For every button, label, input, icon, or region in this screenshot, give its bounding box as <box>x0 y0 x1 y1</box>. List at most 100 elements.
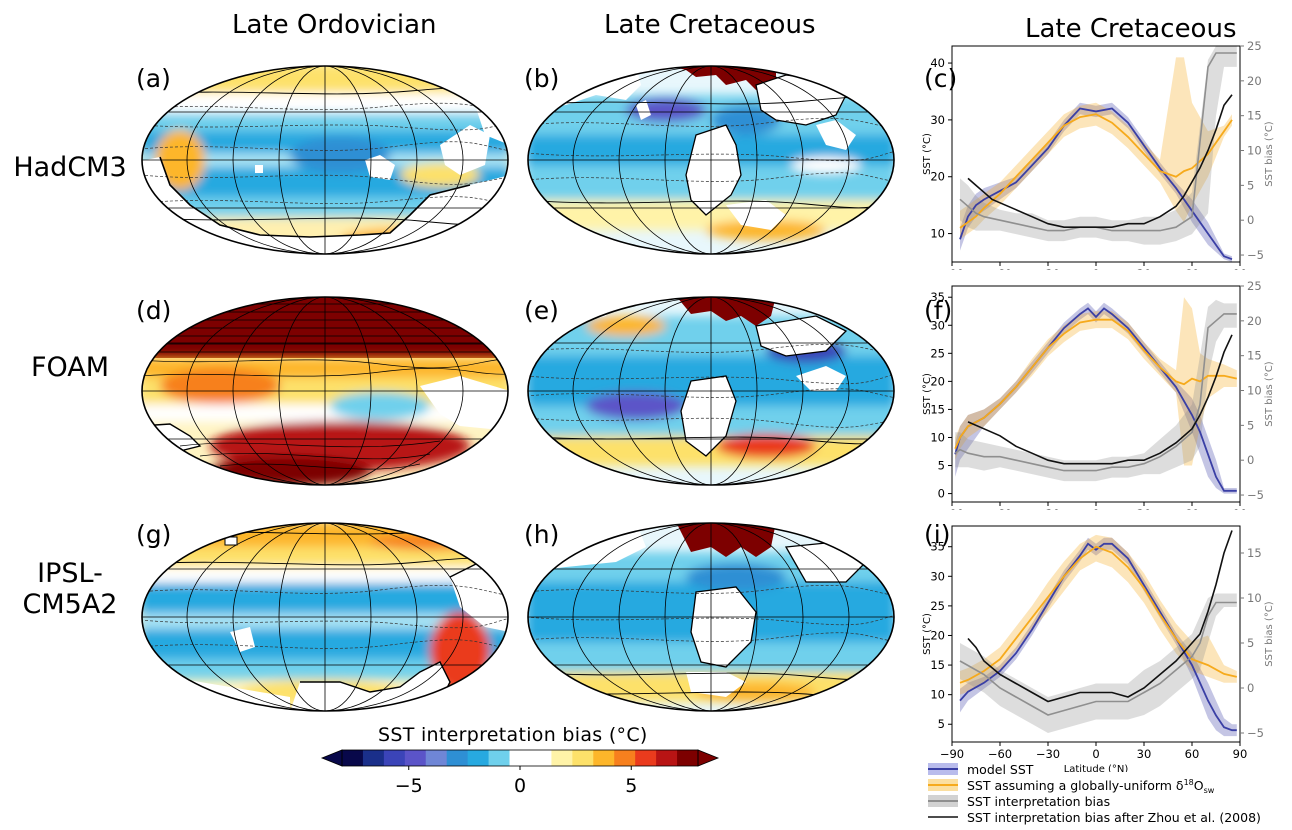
series-line <box>959 545 1238 684</box>
series-line <box>967 94 1233 228</box>
colorbar-segment <box>425 750 448 766</box>
y-tick-label: 30 <box>930 318 945 332</box>
panel-label-e: (e) <box>524 296 559 325</box>
chart-panel-f: −90 −60 −30 0 30 60 90 0 5 10 15 20 25 30 35 −5 0 5 10 15 20… <box>922 280 1275 510</box>
y2-tick-label: 5 <box>1247 418 1254 432</box>
panel-label-g: (g) <box>136 520 172 549</box>
series-line <box>967 334 1233 465</box>
x-tick-label: −90 <box>940 507 964 510</box>
y-tick-label: 20 <box>930 628 945 642</box>
x-tick-label: 60 <box>1185 507 1200 510</box>
y-tick-label: 15 <box>930 402 945 416</box>
y-tick-label: 0 <box>938 487 945 501</box>
colorbar-extend-low <box>320 749 343 767</box>
colorbar-segment <box>362 750 385 766</box>
y-tick-label: 25 <box>930 346 945 360</box>
y-tick-label: 5 <box>938 459 945 473</box>
series-band <box>960 537 1237 737</box>
y2-axis-label: SST bias (°C) <box>1264 361 1275 427</box>
x-tick-label: −30 <box>1036 267 1060 270</box>
series-band <box>960 57 1232 240</box>
y2-tick-label: 0 <box>1247 213 1254 227</box>
y-tick-label: 10 <box>930 227 945 241</box>
x-tick-label: 90 <box>1233 267 1248 270</box>
colorbar-segment <box>593 750 615 766</box>
x-tick-label: −60 <box>988 747 1012 761</box>
legend-label: model SST <box>967 762 1034 777</box>
colorbar-label: SST interpretation bias (°C) <box>378 724 648 746</box>
row-label-line: FOAM <box>30 352 110 383</box>
colorbar-segment <box>509 750 532 766</box>
x-tick-label: −30 <box>1036 507 1060 510</box>
legend-label-sup: 18 <box>1184 778 1194 787</box>
x-tick-label: 0 <box>1092 507 1099 510</box>
series-band <box>955 297 1237 466</box>
series-band <box>955 302 1237 494</box>
map-panel-g <box>141 522 509 712</box>
colorbar-segment <box>342 750 364 766</box>
series-line <box>959 601 1237 716</box>
y-tick-label: 35 <box>930 540 945 554</box>
map-panel-b <box>527 65 895 255</box>
colorbar-segment <box>635 750 657 766</box>
colorbar-segment <box>446 750 469 766</box>
y2-tick-label: 15 <box>1247 349 1262 363</box>
series-line <box>959 52 1237 232</box>
y2-tick-label: −5 <box>1247 488 1264 502</box>
y2-tick-label: 10 <box>1247 144 1262 158</box>
colorbar-segment <box>656 750 678 766</box>
x-axis-label: Latitude (°N) <box>1064 764 1129 772</box>
colorbar-tick-label: 5 <box>625 775 637 797</box>
x-tick-label: −30 <box>1036 747 1060 761</box>
legend-label-main: SST assuming a globally-uniform δ <box>967 778 1184 793</box>
y-tick-label: 20 <box>930 170 945 184</box>
y2-axis-label: SST bias (°C) <box>1264 601 1275 667</box>
y-tick-label: 40 <box>930 56 945 70</box>
panel-label-h: (h) <box>524 520 560 549</box>
legend-item-uniform-d18o: SST assuming a globally-uniform δ18Osw <box>928 778 1215 795</box>
row-label-line: CM5A2 <box>22 589 118 620</box>
row-label-hadcm3: HadCM3 <box>0 152 140 183</box>
colorbar-tick-label: 0 <box>514 775 526 797</box>
y2-tick-label: −5 <box>1247 248 1264 262</box>
map-panel-a <box>141 65 509 255</box>
x-tick-label: 60 <box>1185 747 1200 761</box>
y-tick-label: 20 <box>930 374 945 388</box>
series-line <box>954 313 1237 472</box>
series-line <box>954 318 1237 450</box>
legend-item-interpretation-bias: SST interpretation bias <box>928 794 1110 809</box>
legend-item-model-sst: model SST <box>928 762 1034 777</box>
y2-tick-label: 0 <box>1247 681 1254 695</box>
colorbar-segment <box>614 750 636 766</box>
colorbar-segment <box>572 750 594 766</box>
row-label-foam: FOAM <box>0 352 140 383</box>
panel-label-f: (f) <box>924 296 953 325</box>
x-tick-label: 30 <box>1137 267 1152 270</box>
y-tick-label: 35 <box>930 290 945 304</box>
y-axis-label: SST (°C) <box>922 133 933 175</box>
y2-tick-label: 15 <box>1247 109 1262 123</box>
y2-axis-label: SST bias (°C) <box>1264 121 1275 187</box>
colorbar: −5 0 5 <box>320 749 720 797</box>
y2-tick-label: 25 <box>1247 280 1262 293</box>
x-tick-label: 30 <box>1137 507 1152 510</box>
colorbar-segment <box>383 750 406 766</box>
panel-label-i: (i) <box>924 520 951 549</box>
series-line <box>959 542 1237 732</box>
series-band <box>960 534 1237 695</box>
y-axis-label: SST (°C) <box>922 373 933 415</box>
column-title-late-cretaceous-plots: Late Cretaceous <box>1025 14 1237 44</box>
series-band <box>960 593 1237 733</box>
y2-tick-label: 20 <box>1247 314 1262 328</box>
y-tick-label: 5 <box>938 717 945 731</box>
x-tick-label: 90 <box>1233 747 1248 761</box>
colorbar-segment <box>488 750 511 766</box>
colorbar-tick-label: −5 <box>395 775 423 797</box>
panel-label-a: (a) <box>136 64 171 93</box>
x-tick-label: −90 <box>940 267 964 270</box>
panel-label-d: (d) <box>136 296 172 325</box>
series-band <box>955 299 1237 482</box>
y2-tick-label: 5 <box>1247 178 1254 192</box>
y2-tick-label: −5 <box>1247 726 1264 740</box>
colorbar-extend-high <box>697 749 720 767</box>
